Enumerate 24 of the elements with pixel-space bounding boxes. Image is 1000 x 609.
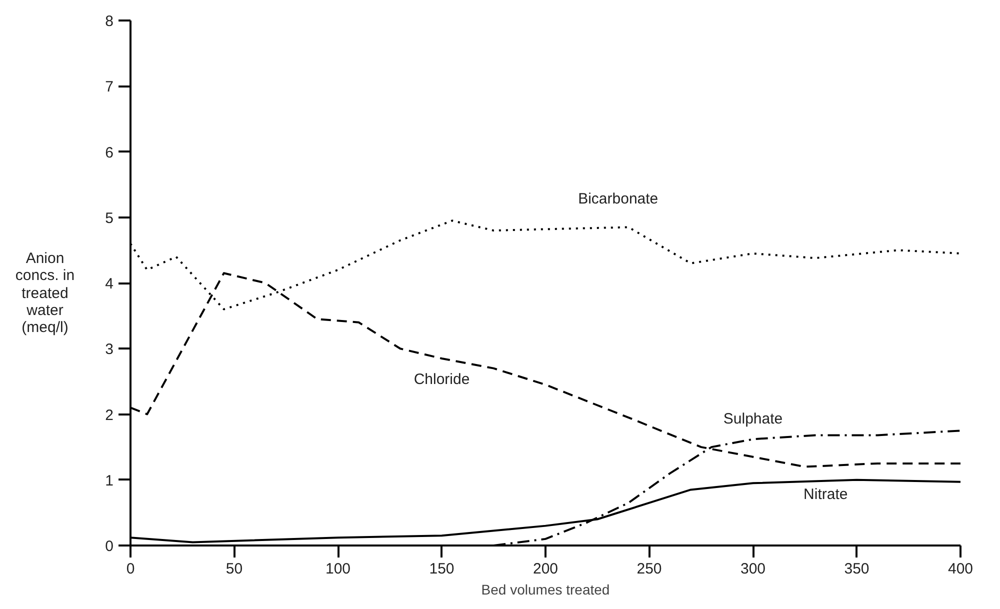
y-tick-label: 2 (105, 406, 114, 424)
y-tick-label: 7 (105, 78, 114, 96)
y-tick-label: 4 (105, 276, 114, 292)
y-tick-label: 1 (105, 472, 114, 490)
series-label: Bicarbonate (578, 190, 658, 208)
x-tick-label: 250 (636, 560, 662, 578)
series-label: Sulphate (723, 410, 783, 428)
y-tick-label: 0 (105, 538, 114, 555)
x-tick-label: 50 (226, 560, 243, 578)
y-tick-label: 8 (105, 13, 114, 30)
x-tick-label: 400 (948, 560, 974, 578)
y-tick-label: 3 (105, 341, 114, 358)
x-axis-title: Bed volumes treated (481, 582, 610, 598)
y-axis-title: Anion concs. in treated water (meq/l) (14, 250, 76, 336)
series-label: Nitrate (804, 486, 848, 503)
x-tick-label: 150 (429, 560, 454, 578)
x-tick-label: 350 (844, 560, 870, 578)
x-tick-label: 200 (532, 560, 558, 578)
y-tick-label: 5 (105, 210, 114, 227)
series-label: Chloride (414, 371, 470, 388)
y-tick-label: 6 (105, 144, 114, 162)
x-tick-label: 300 (740, 560, 766, 578)
x-tick-label: 0 (126, 560, 135, 578)
x-tick-label: 100 (325, 560, 351, 578)
